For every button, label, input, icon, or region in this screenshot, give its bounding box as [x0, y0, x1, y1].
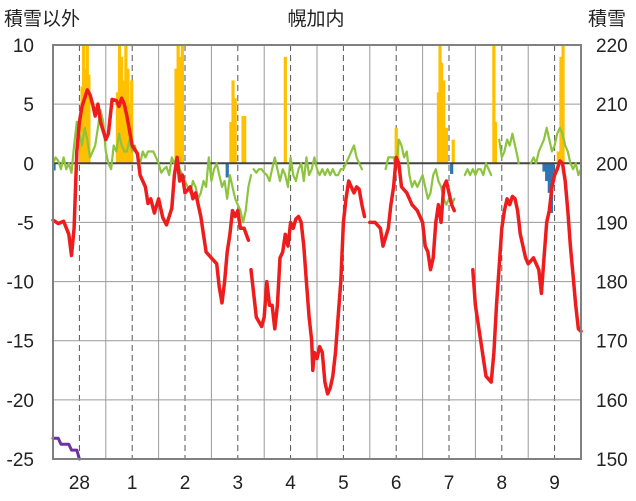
precip-bar — [493, 121, 498, 164]
left-axis-title: 積雪以外 — [4, 8, 80, 30]
precip-bar — [451, 139, 455, 164]
plot-frame — [52, 44, 582, 460]
left-tick-label: -10 — [7, 273, 34, 294]
right-tick-label: 210 — [596, 95, 628, 116]
temperature-line — [368, 155, 457, 272]
right-tick-label: 220 — [596, 36, 628, 57]
daily-diff-line — [51, 108, 253, 224]
right-tick-label: 190 — [596, 213, 628, 234]
precip-bar-negative — [225, 163, 229, 178]
precip-bar — [444, 127, 448, 164]
precip-bar-negative — [542, 163, 546, 172]
x-tick-label: 7 — [444, 473, 455, 494]
x-tick-label: 8 — [497, 473, 508, 494]
precip-bar — [115, 92, 120, 164]
precip-bar — [440, 62, 444, 164]
right-tick-label: 150 — [596, 450, 628, 471]
right-tick-label: 200 — [596, 154, 628, 175]
precip-bar — [231, 80, 235, 164]
precip-bar — [492, 45, 496, 164]
precip-bar — [130, 80, 134, 164]
x-tick-label: 1 — [127, 473, 138, 494]
x-tick-label: 3 — [233, 473, 244, 494]
x-axis-ticks: 28 1 2 3 4 5 6 7 8 9 — [69, 473, 560, 494]
left-tick-label: -20 — [7, 391, 34, 412]
daily-diff-line — [529, 126, 583, 177]
precip-bar — [87, 74, 91, 164]
precip-bar — [233, 98, 237, 164]
right-tick-label: 170 — [596, 332, 628, 353]
series-lines — [51, 88, 583, 461]
left-axis-ticks: 10 5 0 -5 -10 -15 -20 -25 — [7, 36, 34, 471]
left-tick-label: -15 — [7, 332, 34, 353]
precip-bar-negative — [450, 163, 454, 174]
precip-bar — [176, 45, 180, 164]
precip-bar — [180, 45, 184, 164]
precip-bar — [283, 56, 287, 164]
precip-bar — [122, 80, 126, 164]
precip-bar — [559, 56, 563, 164]
precip-bar-negative — [52, 163, 56, 171]
precip-bar — [178, 56, 182, 164]
x-tick-label: 6 — [391, 473, 402, 494]
x-tick-label: 2 — [180, 473, 191, 494]
left-tick-label: 0 — [23, 154, 34, 175]
snow-depth-line — [51, 436, 81, 461]
x-tick-label: 28 — [69, 473, 90, 494]
x-tick-label: 9 — [549, 473, 560, 494]
precip-bar — [229, 121, 233, 164]
x-tick-label: 5 — [338, 473, 349, 494]
right-axis-title: 積雪 — [588, 8, 626, 30]
right-tick-label: 180 — [596, 273, 628, 294]
precip-bar — [442, 80, 446, 164]
temperature-line — [51, 88, 251, 305]
daily-diff-line — [463, 162, 493, 177]
precip-bar-negative — [547, 163, 551, 193]
precip-bar-negative — [551, 163, 555, 178]
x-tick-label: 4 — [285, 473, 296, 494]
precip-bar-negative — [545, 163, 549, 182]
left-tick-label: 5 — [23, 95, 34, 116]
temperature-line — [471, 159, 583, 384]
daily-diff-line — [252, 144, 363, 188]
precip-bar — [174, 68, 178, 164]
precip-bar — [243, 115, 247, 164]
precip-bar — [120, 56, 124, 164]
precip-bar — [561, 45, 565, 164]
right-tick-label: 160 — [596, 391, 628, 412]
right-axis-ticks: 220 210 200 190 180 170 160 150 — [596, 36, 628, 471]
left-tick-label: -5 — [17, 213, 34, 234]
temperature-line — [249, 179, 367, 396]
daily-diff-line — [498, 132, 520, 165]
precip-bar — [556, 151, 560, 164]
chart-title: 幌加内 — [287, 8, 344, 30]
left-tick-label: 10 — [13, 36, 34, 57]
left-tick-label: -25 — [7, 450, 34, 471]
